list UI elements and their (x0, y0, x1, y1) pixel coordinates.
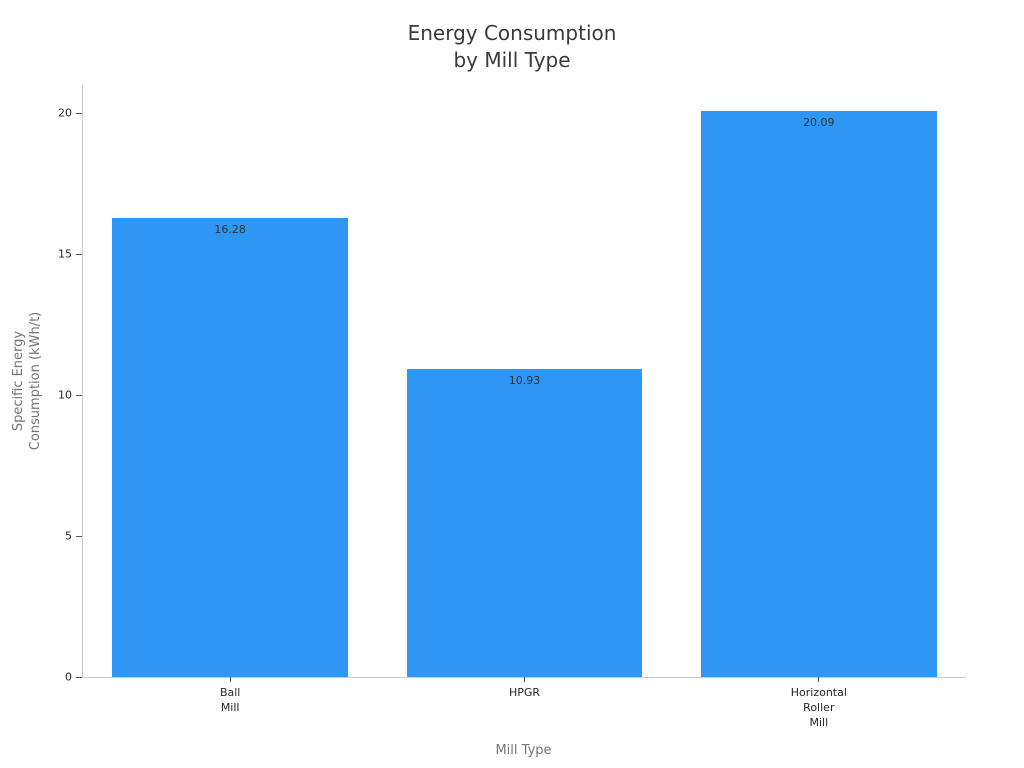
x-tick-mark (818, 677, 820, 682)
y-tick-mark (76, 676, 82, 678)
y-tick-label: 5 (65, 529, 72, 543)
y-tick-label: 10 (58, 388, 72, 402)
y-tick-label: 0 (65, 670, 72, 684)
x-axis-label: Mill Type (495, 743, 552, 758)
bar-value-label: 20.09 (803, 115, 835, 129)
y-axis-label: Specific Energy Consumption (kWh/t) (11, 311, 43, 451)
y-tick-mark (76, 253, 82, 255)
bar-value-label: 16.28 (214, 223, 246, 237)
bar: 10.93 (406, 368, 643, 677)
x-tick-mark (229, 677, 231, 682)
chart-title: Energy Consumption by Mill Type (407, 21, 617, 72)
plot-area: 0 5 10 15 20 16.28 Ball Mill 10.93 HPGR 20.09 Hori… (58, 85, 966, 729)
x-tick-label: HPGR (508, 686, 541, 699)
y-tick-mark (76, 394, 82, 396)
bar: 16.28 (112, 218, 348, 677)
y-tick-mark (76, 535, 82, 537)
bar-value-label: 10.93 (508, 373, 541, 387)
y-tick-label: 15 (58, 247, 72, 261)
x-tick-mark (524, 677, 525, 682)
y-tick-label: 20 (58, 106, 72, 120)
y-tick-mark (76, 112, 82, 114)
x-tick-label: Ball Mill (219, 686, 241, 714)
bar: 20.09 (701, 110, 937, 677)
x-tick-label: Horizontal Roller Mill (790, 686, 847, 729)
